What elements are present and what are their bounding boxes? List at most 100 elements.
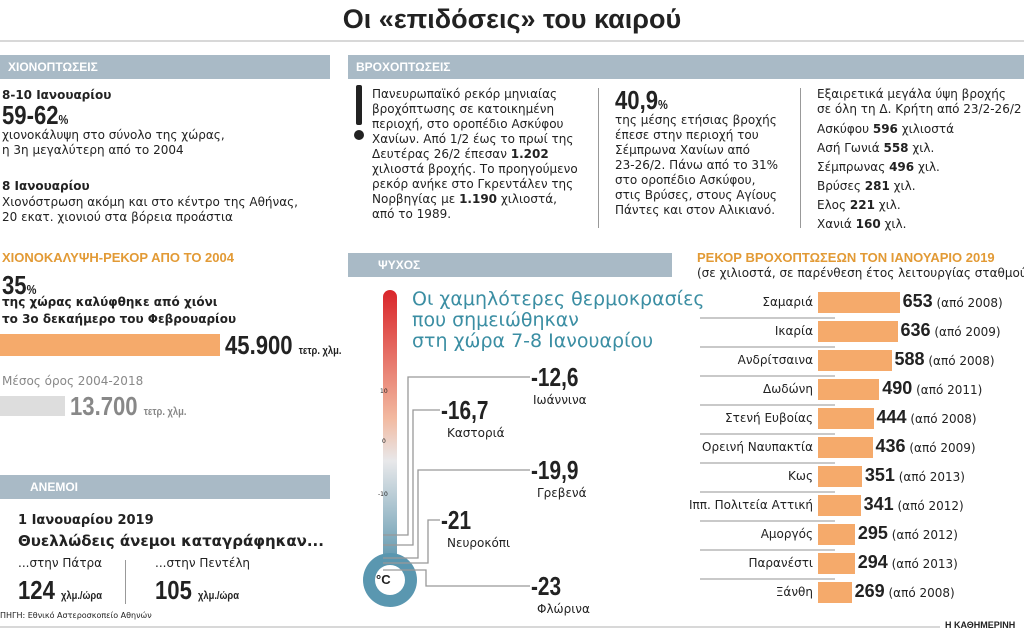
bar-value-label: 351 (από 2013) xyxy=(865,465,965,486)
cover-text-b: το 3ο δεκαήμερο του Φεβρουαρίου xyxy=(2,312,237,326)
thermometer-tube xyxy=(383,290,397,575)
rain-pct: 40,9% xyxy=(615,85,668,115)
cold-title: Οι χαμηλότερες θερμοκρασίες που σημειώθη… xyxy=(412,288,705,352)
row-divider xyxy=(700,346,835,348)
cover-text-a: της χώρας καλύφθηκε από χιόνι xyxy=(2,295,218,309)
bar-note: (από 2009) xyxy=(909,441,976,455)
cold-bottom-rule xyxy=(348,626,672,628)
bar xyxy=(818,321,898,342)
crete-item: Ασκύφου 596 χιλιοστά xyxy=(817,122,954,136)
bar xyxy=(818,437,873,458)
bar-value: 351 xyxy=(864,465,895,485)
bar xyxy=(818,408,874,429)
bar-label: Σαμαριά xyxy=(762,295,813,309)
tick-minus-10: -10 xyxy=(378,491,388,498)
avg-value: 13.700 τετρ. χλμ. xyxy=(70,391,187,421)
bar-note: (από 2012) xyxy=(897,499,964,513)
cover-pct: 35% xyxy=(2,270,37,300)
chart-title: ΡΕΚΟΡ ΒΡΟΧΟΠΤΩΣΕΩΝ ΤΟΝ ΙΑΝΟΥΑΡΙΟ 2019 xyxy=(697,250,995,265)
wind-header: ΑΝΕΜΟΙ xyxy=(0,475,330,499)
cover-heading: ΧΙΟΝΟΚΑΛΥΨΗ-ΡΕΚΟΡ ΑΠΟ ΤΟ 2004 xyxy=(2,250,234,265)
reading-kastoria: -16,7 Καστοριά xyxy=(441,395,505,440)
bar-label: Δωδώνη xyxy=(763,382,813,396)
bar-value: 294 xyxy=(857,552,888,572)
bar xyxy=(818,582,852,603)
rain-divider-1 xyxy=(598,88,599,228)
bar-label: Ικαρία xyxy=(774,324,813,338)
row-divider xyxy=(700,433,835,435)
rain-pct-text: της μέσης ετήσιας βροχής έπεσε στην περι… xyxy=(615,113,779,217)
bar-note: (από 2011) xyxy=(916,383,983,397)
bar-note: (από 2008) xyxy=(936,296,1003,310)
row-divider xyxy=(700,375,835,377)
bar-note: (από 2013) xyxy=(898,470,965,484)
source-note: ΠΗΓΗ: Εθνικό Αστεροσκοπείο Αθηνών xyxy=(0,611,152,620)
bar-value: 295 xyxy=(857,523,888,543)
bar xyxy=(818,350,892,371)
record-value: 45.900 τετρ. χλμ. xyxy=(225,330,342,360)
bar-value: 636 xyxy=(900,320,931,340)
crete-item: Βρύσες 281 χιλ. xyxy=(817,179,916,193)
bar xyxy=(818,292,900,313)
bar-value-label: 341 (από 2012) xyxy=(864,494,964,515)
bar-value: 341 xyxy=(863,494,894,514)
bar-label: Ανδρίτσαινα xyxy=(737,353,813,367)
row-divider xyxy=(700,578,835,580)
bar-value-label: 588 (από 2008) xyxy=(895,349,995,370)
record-bar xyxy=(0,334,220,356)
crete-list: Εξαιρετικά μεγάλα ύψη βροχής σε όλη τη Δ… xyxy=(817,87,1022,234)
bar-label: Στενή Ευβοίας xyxy=(725,411,813,425)
wind-loc-1: ...στην Πάτρα xyxy=(18,556,103,570)
bar-note: (από 2008) xyxy=(888,586,955,600)
bar-note: (από 2013) xyxy=(891,557,958,571)
reading-nevrokopi: -21 Νευροκόπι xyxy=(441,505,511,550)
row-divider xyxy=(700,404,835,406)
bar-value: 436 xyxy=(875,436,906,456)
bar-label: Παρανέστι xyxy=(748,556,813,570)
snow-text-2b: 20 εκατ. χιονιού στα βόρεια προάστια xyxy=(2,210,233,224)
celsius-label: °C xyxy=(376,572,391,587)
wind-date: 1 Ιανουαρίου 2019 xyxy=(18,513,154,528)
bar-note: (από 2008) xyxy=(928,354,995,368)
bar-value: 444 xyxy=(876,407,907,427)
bar-value: 588 xyxy=(894,349,925,369)
rain-note: Πανευρωπαϊκό ρεκόρ μηνιαίας βροχόπτωσης … xyxy=(372,87,578,221)
row-divider xyxy=(700,491,835,493)
bar xyxy=(818,553,855,574)
snow-date-2: 8 Ιανουαρίου xyxy=(2,179,90,193)
wind-val-2: 105 χλμ./ώρα xyxy=(155,575,239,605)
bar-label: Αμοργός xyxy=(760,527,813,541)
snow-text-1a: χιονοκάλυψη στο σύνολο της χώρας, xyxy=(2,128,225,142)
snow-header: ΧΙΟΝΟΠΤΩΣΕΙΣ xyxy=(0,55,330,79)
bar xyxy=(818,466,862,487)
reading-florina: -23 Φλώρινα xyxy=(531,571,590,616)
reading-ioannina: -12,6 Ιωάννινα xyxy=(531,362,587,407)
bar xyxy=(818,379,880,400)
bar xyxy=(818,524,855,545)
bar-label: Ιππ. Πολιτεία Αττική xyxy=(688,498,813,512)
bar-label: Κως xyxy=(788,469,813,483)
wind-loc-2: ...στην Πεντέλη xyxy=(155,556,251,570)
avg-label: Μέσος όρος 2004-2018 xyxy=(2,374,144,388)
bar-note: (από 2008) xyxy=(910,412,977,426)
exclamation-icon xyxy=(356,85,362,125)
row-divider xyxy=(700,549,835,551)
bar-label: Ορεινή Ναυπακτία xyxy=(702,440,813,454)
rain-divider-2 xyxy=(800,88,801,228)
bar-value-label: 295 (από 2012) xyxy=(858,523,958,544)
row-divider xyxy=(700,520,835,522)
exclamation-dot-icon xyxy=(354,130,364,140)
bar-value-label: 436 (από 2009) xyxy=(876,436,976,457)
bar-value-label: 636 (από 2009) xyxy=(901,320,1001,341)
rain-header: ΒΡΟΧΟΠΤΩΣΕΙΣ xyxy=(348,55,1024,79)
bar-label: Ξάνθη xyxy=(775,585,813,599)
wind-headline: Θυελλώδεις άνεμοι καταγράφηκαν... xyxy=(18,532,324,550)
wind-divider xyxy=(125,560,126,604)
snow-coverage-pct: 59-62% xyxy=(2,100,69,130)
bar-value: 653 xyxy=(902,291,933,311)
reading-grevena: -19,9 Γρεβενά xyxy=(531,455,587,500)
bar-note: (από 2009) xyxy=(934,325,1001,339)
bar-value-label: 444 (από 2008) xyxy=(877,407,977,428)
snow-text-2a: Χιονόστρωση ακόμη και στο κέντρο της Αθή… xyxy=(2,195,298,209)
row-divider xyxy=(700,462,835,464)
